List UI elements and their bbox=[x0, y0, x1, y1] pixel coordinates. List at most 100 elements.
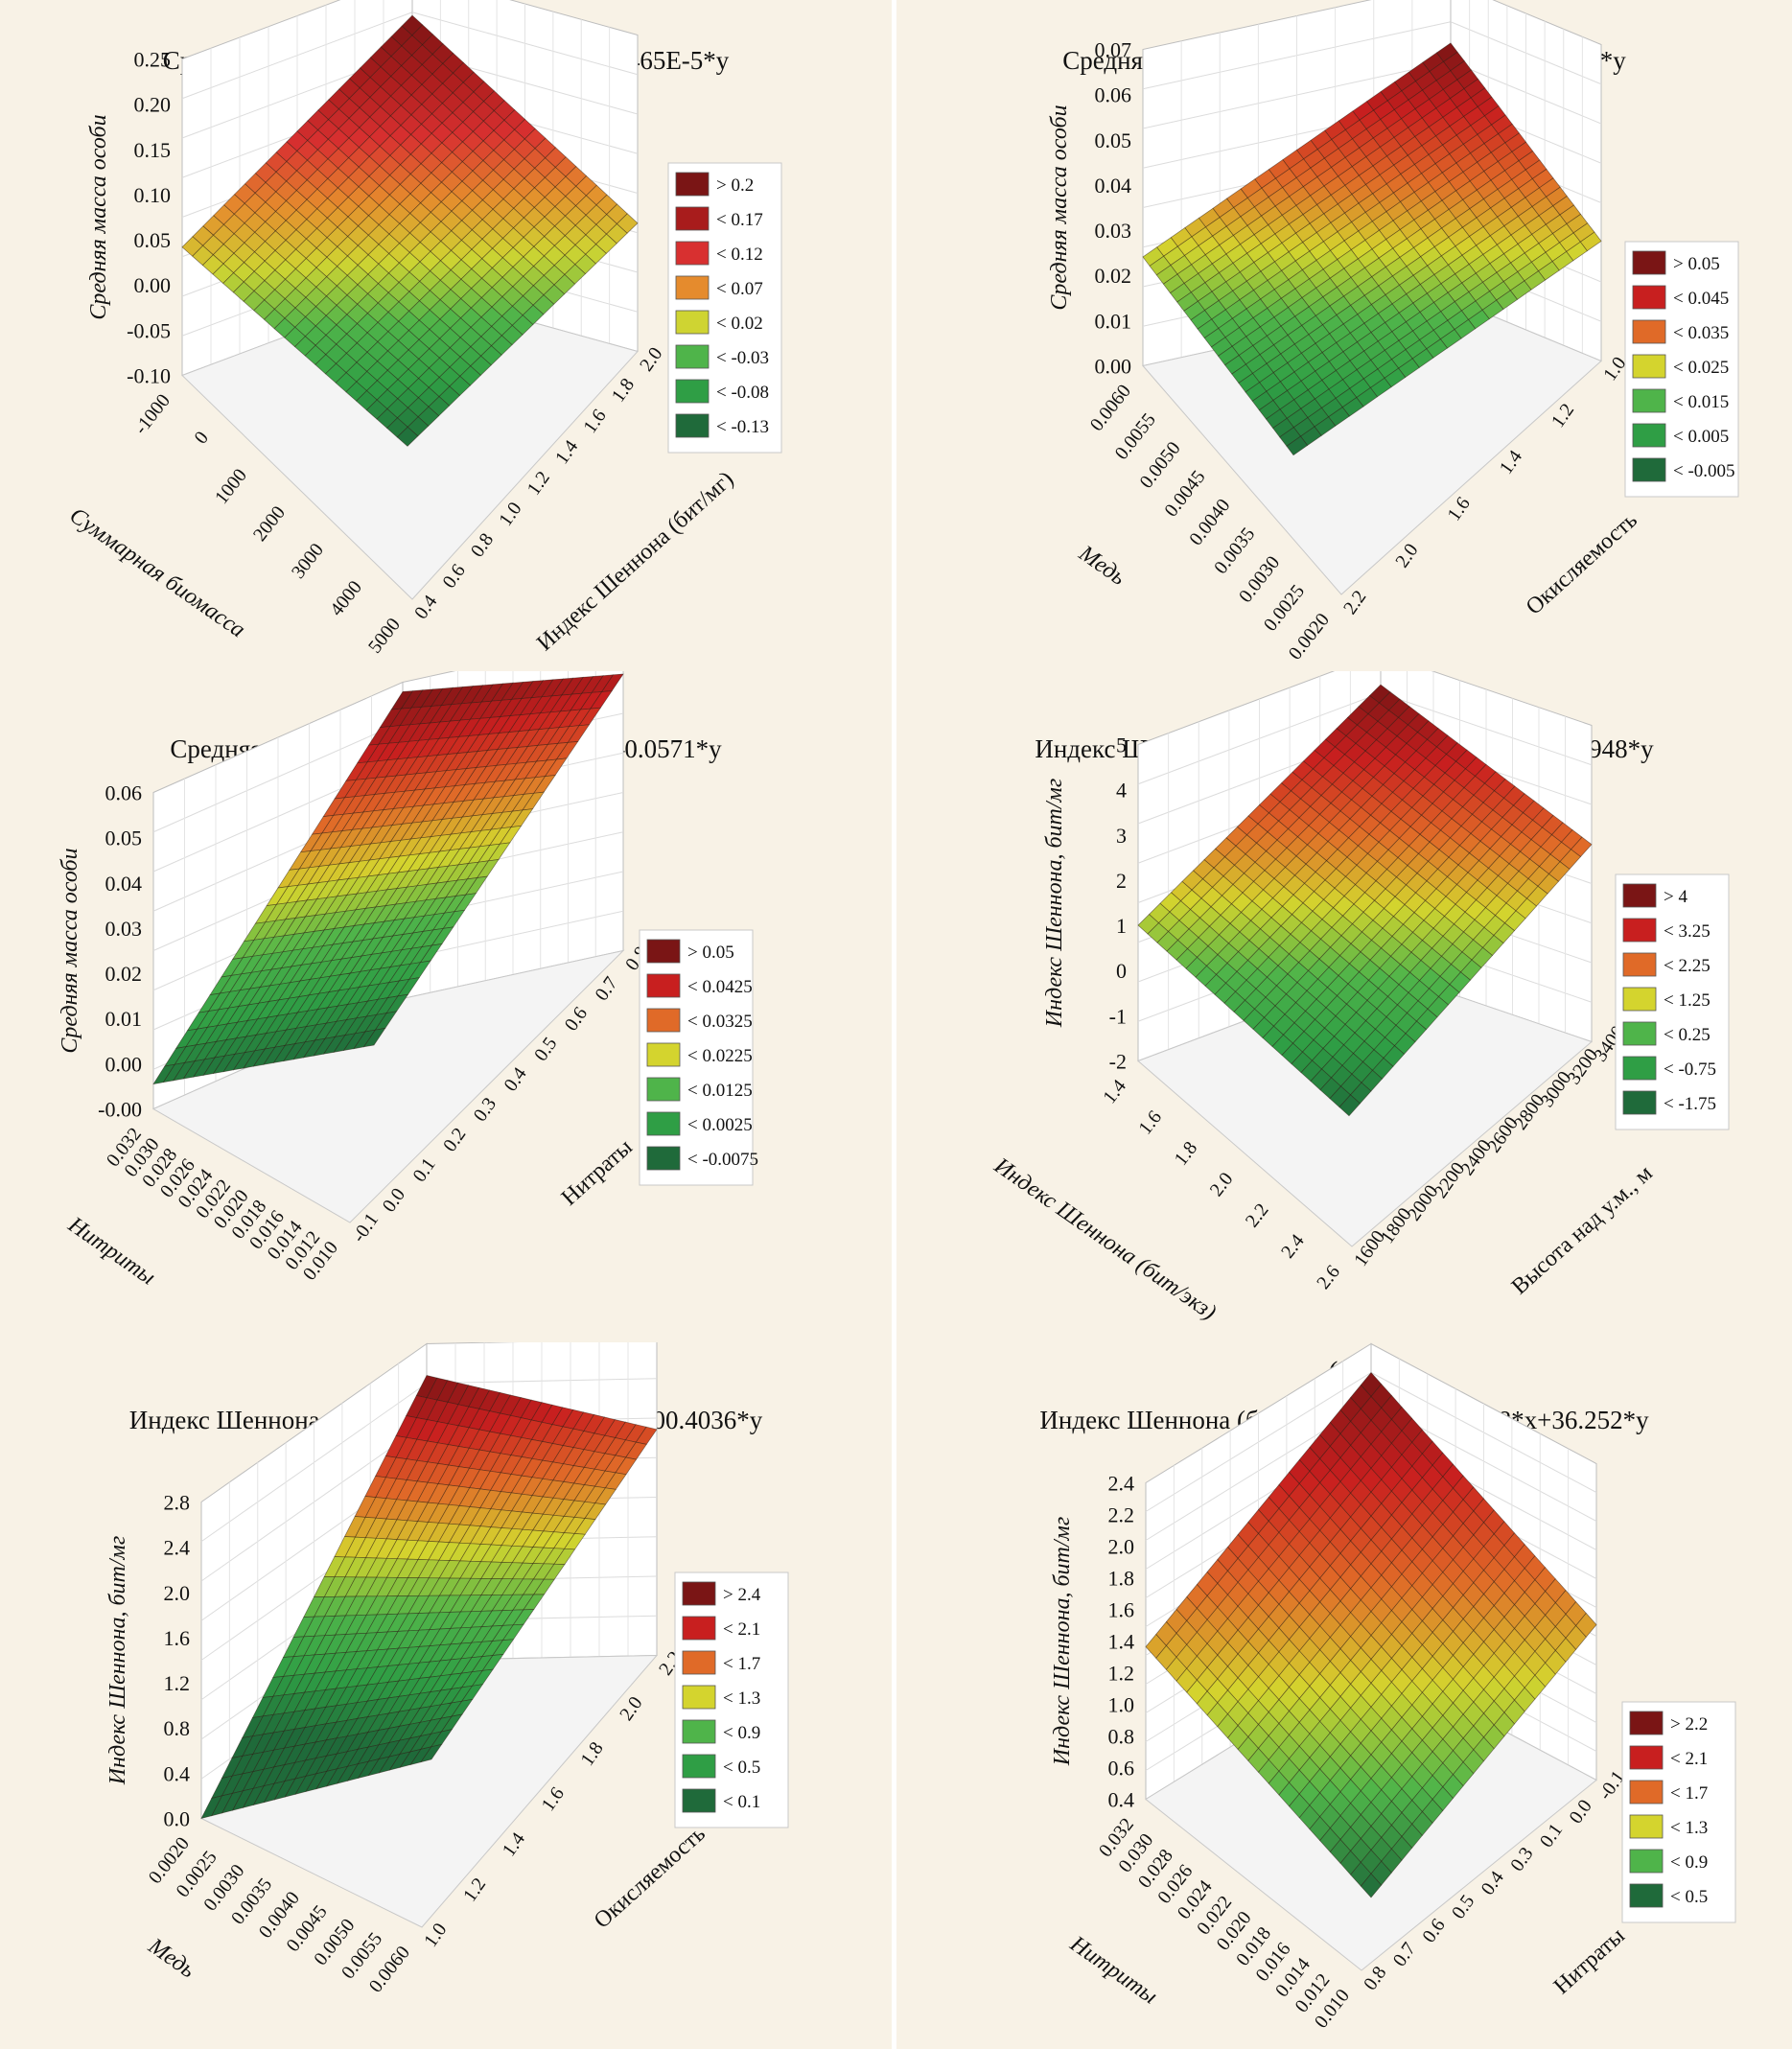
legend: > 0.05 < 0.0425 < 0.0325 < 0.0225 < 0.0125 < … bbox=[639, 929, 758, 1186]
z-tick-label: 0.00 bbox=[134, 273, 172, 297]
legend-label: < -0.0075 bbox=[687, 1150, 758, 1170]
legend-label: < 0.005 bbox=[1673, 427, 1729, 447]
legend-label: < 0.12 bbox=[716, 244, 763, 265]
z-tick-label: 4 bbox=[1116, 779, 1127, 803]
z-tick-label: 0.04 bbox=[1095, 174, 1132, 198]
legend-swatch bbox=[1622, 883, 1657, 908]
z-tick-label: 0.4 bbox=[1108, 1788, 1135, 1812]
legend-swatch bbox=[1632, 319, 1666, 344]
legend-label: > 0.05 bbox=[1673, 254, 1720, 274]
legend: > 2.2 < 2.1 < 1.7 < 1.3 < 0.9 < 0.5 bbox=[1621, 1701, 1736, 1923]
legend-swatch bbox=[1622, 918, 1657, 943]
legend-label: > 0.2 bbox=[716, 175, 754, 196]
surface-chart-3: (в)Средняя масса особи = 0.0534–0.4813*x… bbox=[0, 671, 892, 1342]
z-tick-label: -1 bbox=[1109, 1004, 1127, 1028]
legend-label: < 0.02 bbox=[716, 314, 763, 334]
legend-swatch bbox=[682, 1788, 716, 1813]
legend-swatch bbox=[1632, 423, 1666, 448]
legend-label: < 0.25 bbox=[1664, 1025, 1711, 1045]
z-tick-label: 2.4 bbox=[1108, 1472, 1135, 1496]
z-tick-label: 0.01 bbox=[105, 1007, 143, 1031]
legend-swatch bbox=[1622, 1021, 1657, 1046]
legend-swatch bbox=[675, 275, 710, 300]
legend-swatch bbox=[1629, 1883, 1664, 1908]
legend-label: < 0.0125 bbox=[687, 1081, 753, 1101]
z-tick-label: 0.01 bbox=[1095, 309, 1132, 333]
legend-swatch bbox=[682, 1650, 716, 1675]
legend-swatch bbox=[675, 241, 710, 266]
legend-swatch bbox=[646, 973, 681, 998]
z-tick-label: -0.00 bbox=[98, 1098, 142, 1122]
legend-label: < 1.3 bbox=[723, 1688, 760, 1709]
legend-label: < -0.005 bbox=[1673, 461, 1735, 481]
legend: > 0.2 < 0.17 < 0.12 < 0.07 < 0.02 < -0.03 < -0… bbox=[667, 162, 782, 454]
surface-mesh bbox=[181, 14, 639, 447]
z-axis-title: Индекс Шеннона, бит/мг bbox=[1042, 779, 1067, 1028]
legend-label: < 3.25 bbox=[1664, 921, 1711, 942]
surface-cell bbox=[1338, 1094, 1361, 1117]
legend-label: < 2.1 bbox=[1670, 1749, 1708, 1769]
legend-swatch bbox=[1629, 1849, 1664, 1874]
legend-swatch bbox=[1632, 388, 1666, 413]
surface-mesh bbox=[200, 1375, 658, 1820]
legend-swatch bbox=[1632, 250, 1666, 275]
legend-swatch bbox=[646, 1008, 681, 1033]
legend: > 4 < 3.25 < 2.25 < 1.25 < 0.25 < -0.75 < -1.7… bbox=[1615, 873, 1730, 1130]
z-tick-label: 0.20 bbox=[134, 93, 172, 117]
legend-swatch bbox=[682, 1581, 716, 1606]
legend-label: < -0.13 bbox=[716, 417, 769, 437]
legend-swatch bbox=[1629, 1814, 1664, 1839]
surface-chart-5: (д)Индекс Шеннона (бит/мг) = 3.6803–1.75… bbox=[0, 1342, 892, 2049]
surface-mesh bbox=[1145, 1371, 1597, 1898]
legend-label: < 0.07 bbox=[716, 279, 763, 299]
axis-floor bbox=[151, 949, 625, 1223]
legend-swatch bbox=[646, 1042, 681, 1067]
z-tick-label: 0.00 bbox=[105, 1052, 143, 1076]
legend-label: < 2.25 bbox=[1664, 956, 1711, 976]
legend-swatch bbox=[646, 1146, 681, 1171]
z-tick-label: -0.10 bbox=[127, 364, 171, 388]
z-tick-label: -2 bbox=[1109, 1050, 1127, 1074]
z-tick-label: 0.07 bbox=[1095, 38, 1132, 62]
legend: > 2.4 < 2.1 < 1.7 < 1.3 < 0.9 < 0.5 < 0.1 bbox=[674, 1572, 789, 1828]
surface-chart-2: (б)Средняя масса особи = -0.0498+0.0307*… bbox=[896, 0, 1792, 671]
z-axis-title: Индекс Шеннона, бит/мг bbox=[1050, 1517, 1075, 1766]
legend-label: < 0.035 bbox=[1673, 323, 1729, 343]
legend-label: < -1.75 bbox=[1664, 1094, 1716, 1114]
z-tick-label: 0 bbox=[1116, 959, 1127, 983]
legend-swatch bbox=[682, 1685, 716, 1710]
legend-label: < 1.7 bbox=[723, 1654, 760, 1674]
legend-label: < 2.1 bbox=[723, 1619, 760, 1640]
z-tick-label: 0.4 bbox=[164, 1761, 191, 1785]
legend-swatch bbox=[682, 1616, 716, 1641]
z-tick-label: 0.03 bbox=[105, 917, 143, 941]
legend-label: < 1.3 bbox=[1670, 1818, 1708, 1838]
legend-swatch bbox=[1629, 1711, 1664, 1735]
legend-swatch bbox=[1632, 285, 1666, 310]
legend-swatch bbox=[1632, 457, 1666, 482]
surface-chart-4: (г)Индекс Шеннона (бит/мг) = 10.2272–0.0… bbox=[896, 671, 1792, 1342]
z-tick-label: 0.03 bbox=[1095, 219, 1132, 243]
z-tick-label: 0.25 bbox=[134, 48, 172, 72]
legend-label: < 1.7 bbox=[1670, 1783, 1708, 1804]
z-tick-label: 0.05 bbox=[1095, 128, 1132, 152]
legend-swatch bbox=[1622, 1056, 1657, 1081]
legend-label: < 0.0325 bbox=[687, 1012, 753, 1032]
legend-label: < 0.5 bbox=[723, 1758, 760, 1778]
legend-label: > 4 bbox=[1664, 887, 1687, 907]
surface-cell bbox=[1360, 1873, 1383, 1898]
legend-label: < 0.9 bbox=[1670, 1852, 1708, 1873]
z-tick-label: 0.06 bbox=[105, 781, 143, 805]
surface-mesh bbox=[1142, 42, 1602, 456]
legend-swatch bbox=[682, 1719, 716, 1744]
legend-swatch bbox=[1622, 1090, 1657, 1115]
legend-label: > 2.2 bbox=[1670, 1714, 1708, 1735]
z-tick-label: 0.04 bbox=[105, 872, 143, 896]
surface-cell bbox=[362, 1027, 386, 1048]
z-tick-label: 0.8 bbox=[1108, 1725, 1135, 1749]
surface-mesh bbox=[152, 673, 624, 1085]
surface-chart-6: (е)Индекс Шеннона (бит/мг) = 0.2017+1.17… bbox=[896, 1342, 1792, 2049]
legend-label: < 0.17 bbox=[716, 210, 763, 230]
legend-swatch bbox=[675, 379, 710, 404]
z-tick-label: 0.8 bbox=[164, 1716, 191, 1740]
